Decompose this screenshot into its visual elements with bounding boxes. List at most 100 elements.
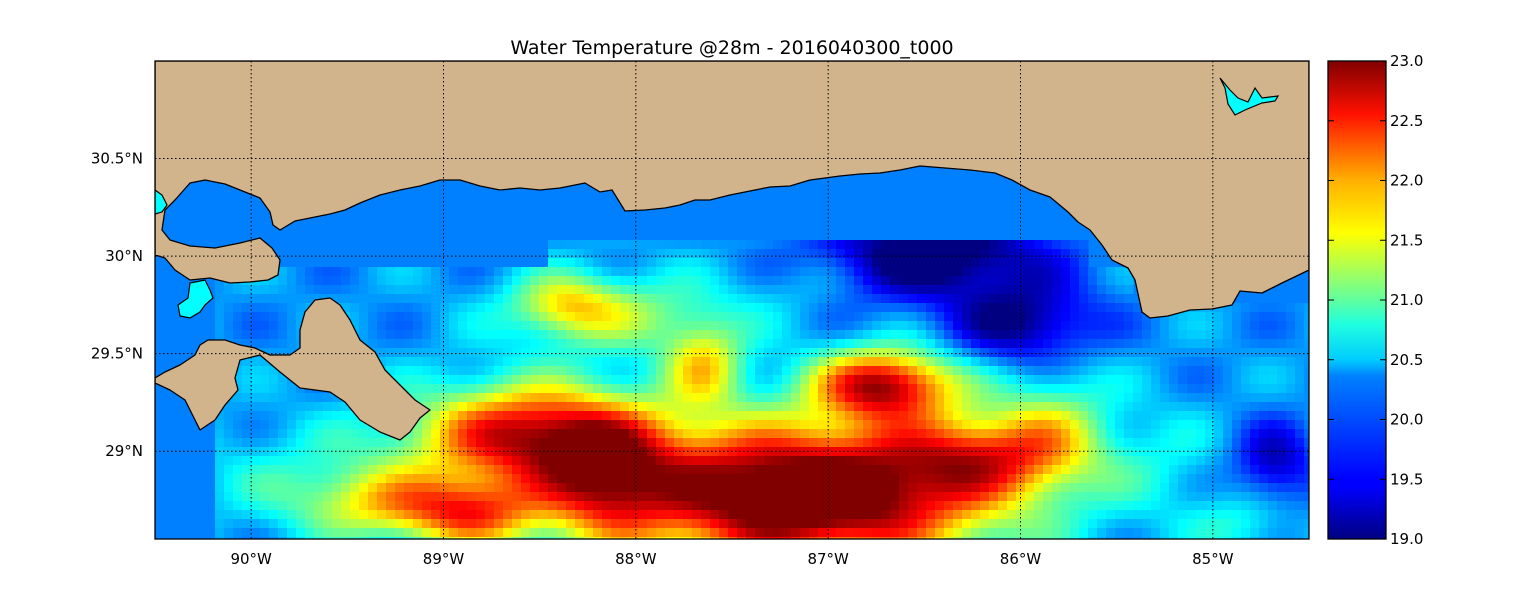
temperature-cell bbox=[449, 528, 459, 538]
temperature-cell bbox=[683, 519, 693, 529]
temperature-cell bbox=[899, 294, 909, 304]
temperature-cell bbox=[764, 465, 774, 475]
temperature-cell bbox=[818, 357, 828, 367]
temperature-cell bbox=[242, 528, 252, 538]
temperature-cell bbox=[242, 483, 252, 493]
temperature-cell bbox=[350, 321, 360, 331]
temperature-cell bbox=[773, 339, 783, 349]
temperature-cell bbox=[1124, 366, 1134, 376]
temperature-cell bbox=[1007, 465, 1017, 475]
temperature-cell bbox=[665, 276, 675, 286]
temperature-cell bbox=[1277, 303, 1287, 313]
temperature-cell bbox=[1214, 348, 1224, 358]
temperature-cell bbox=[512, 474, 522, 484]
temperature-cell bbox=[935, 465, 945, 475]
temperature-cell bbox=[710, 474, 720, 484]
temperature-cell bbox=[260, 420, 270, 430]
temperature-cell bbox=[233, 321, 243, 331]
temperature-cell bbox=[1223, 510, 1233, 520]
temperature-cell bbox=[467, 537, 477, 539]
temperature-cell bbox=[710, 312, 720, 322]
temperature-cell bbox=[251, 411, 261, 421]
temperature-cell bbox=[800, 456, 810, 466]
temperature-cell bbox=[917, 402, 927, 412]
temperature-cell bbox=[836, 258, 846, 268]
temperature-cell bbox=[674, 393, 684, 403]
temperature-cell bbox=[584, 402, 594, 412]
temperature-cell bbox=[251, 519, 261, 529]
temperature-cell bbox=[413, 366, 423, 376]
temperature-cell bbox=[863, 474, 873, 484]
temperature-cell bbox=[737, 240, 747, 250]
temperature-cell bbox=[1034, 348, 1044, 358]
temperature-cell bbox=[800, 384, 810, 394]
temperature-cell bbox=[746, 321, 756, 331]
temperature-cell bbox=[863, 312, 873, 322]
temperature-cell bbox=[935, 276, 945, 286]
temperature-cell bbox=[1196, 474, 1206, 484]
temperature-cell bbox=[404, 339, 414, 349]
temperature-cell bbox=[881, 285, 891, 295]
temperature-cell bbox=[242, 366, 252, 376]
temperature-cell bbox=[998, 303, 1008, 313]
temperature-cell bbox=[233, 411, 243, 421]
temperature-cell bbox=[980, 438, 990, 448]
temperature-cell bbox=[863, 357, 873, 367]
temperature-cell bbox=[485, 519, 495, 529]
temperature-cell bbox=[278, 276, 288, 286]
temperature-cell bbox=[377, 429, 387, 439]
temperature-cell bbox=[926, 357, 936, 367]
temperature-cell bbox=[1097, 474, 1107, 484]
temperature-cell bbox=[1205, 321, 1215, 331]
temperature-cell bbox=[494, 285, 504, 295]
temperature-cell bbox=[1043, 249, 1053, 259]
temperature-cell bbox=[953, 294, 963, 304]
temperature-cell bbox=[1304, 456, 1309, 466]
temperature-cell bbox=[548, 339, 558, 349]
temperature-cell bbox=[1070, 330, 1080, 340]
temperature-cell bbox=[701, 339, 711, 349]
temperature-cell bbox=[485, 375, 495, 385]
temperature-cell bbox=[944, 483, 954, 493]
temperature-cell bbox=[1061, 510, 1071, 520]
temperature-cell bbox=[422, 384, 432, 394]
temperature-cell bbox=[971, 501, 981, 511]
temperature-cell bbox=[845, 258, 855, 268]
temperature-cell bbox=[1034, 276, 1044, 286]
temperature-cell bbox=[1142, 438, 1152, 448]
temperature-cell bbox=[1250, 447, 1260, 457]
temperature-cell bbox=[1007, 276, 1017, 286]
temperature-cell bbox=[800, 366, 810, 376]
temperature-cell bbox=[908, 492, 918, 502]
temperature-cell bbox=[1007, 420, 1017, 430]
temperature-cell bbox=[485, 456, 495, 466]
temperature-cell bbox=[917, 528, 927, 538]
temperature-cell bbox=[908, 339, 918, 349]
temperature-cell bbox=[647, 384, 657, 394]
lon-tick-label: 88°W bbox=[615, 550, 657, 568]
temperature-cell bbox=[1169, 501, 1179, 511]
temperature-cell bbox=[1268, 456, 1278, 466]
temperature-cell bbox=[854, 474, 864, 484]
temperature-cell bbox=[728, 384, 738, 394]
temperature-cell bbox=[638, 285, 648, 295]
temperature-cell bbox=[413, 357, 423, 367]
temperature-cell bbox=[818, 294, 828, 304]
temperature-cell bbox=[899, 312, 909, 322]
temperature-cell bbox=[1169, 429, 1179, 439]
temperature-cell bbox=[1061, 483, 1071, 493]
temperature-cell bbox=[647, 267, 657, 277]
temperature-cell bbox=[908, 258, 918, 268]
temperature-cell bbox=[1097, 267, 1107, 277]
temperature-cell bbox=[467, 285, 477, 295]
lake-west-2 bbox=[177, 279, 214, 319]
temperature-cell bbox=[1268, 420, 1278, 430]
temperature-cell bbox=[314, 519, 324, 529]
temperature-cell bbox=[1106, 357, 1116, 367]
temperature-cell bbox=[881, 456, 891, 466]
temperature-cell bbox=[1007, 366, 1017, 376]
temperature-cell bbox=[467, 321, 477, 331]
temperature-cell bbox=[1304, 339, 1309, 349]
temperature-cell bbox=[863, 285, 873, 295]
temperature-cell bbox=[890, 330, 900, 340]
